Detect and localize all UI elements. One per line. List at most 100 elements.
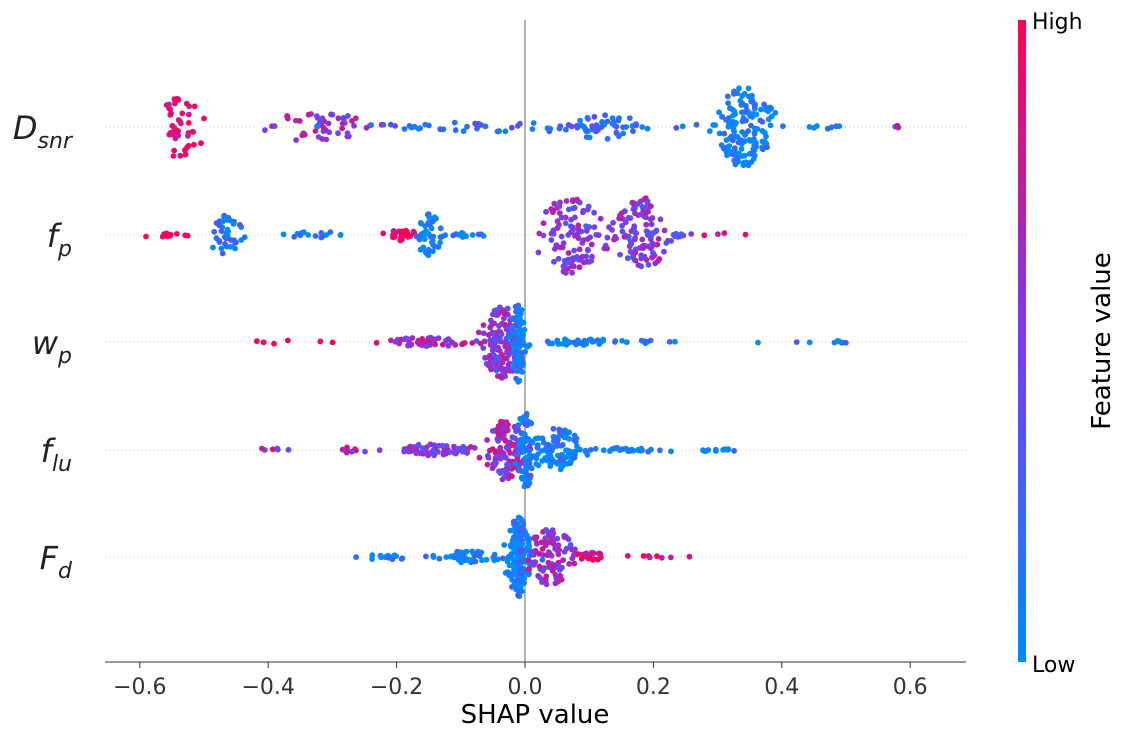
- shap-point-f_lu: [713, 448, 719, 454]
- shap-point-f_p: [327, 229, 334, 236]
- shap-point-f_p: [397, 236, 404, 243]
- x-tick-label: −0.4: [241, 675, 294, 700]
- shap-point-D_snr: [741, 90, 748, 97]
- shap-point-f_p: [619, 222, 625, 229]
- shap-point-f_lu: [499, 476, 506, 483]
- shap-point-f_p: [555, 255, 562, 262]
- shap-point-F_d: [515, 559, 522, 566]
- shap-point-f_lu: [519, 441, 526, 447]
- shap-point-F_d: [504, 558, 511, 565]
- shap-point-f_lu: [417, 450, 424, 457]
- shap-point-F_d: [646, 554, 653, 561]
- shap-point-f_p: [219, 250, 226, 257]
- shap-point-f_lu: [539, 457, 546, 464]
- shap-point-f_lu: [464, 450, 470, 456]
- shap-point-f_p: [380, 230, 387, 237]
- shap-point-f_p: [227, 237, 234, 243]
- shap-point-D_snr: [768, 113, 775, 120]
- shap-point-w_p: [501, 321, 508, 328]
- shap-point-f_lu: [600, 447, 607, 454]
- shap-point-f_p: [218, 228, 225, 235]
- shap-point-F_d: [490, 554, 497, 561]
- shap-point-F_d: [532, 548, 538, 554]
- shap-point-f_p: [565, 250, 572, 256]
- shap-point-f_p: [579, 253, 586, 260]
- shap-point-f_p: [560, 263, 567, 270]
- shap-point-w_p: [515, 378, 522, 384]
- shap-point-F_d: [561, 534, 568, 541]
- shap-point-F_d: [585, 555, 591, 561]
- shap-point-D_snr: [747, 138, 754, 144]
- shap-point-f_lu: [519, 436, 526, 443]
- shap-point-f_lu: [495, 431, 502, 438]
- shap-point-f_lu: [668, 448, 674, 455]
- shap-point-F_d: [369, 556, 375, 562]
- shap-point-F_d: [525, 571, 532, 578]
- shap-point-f_p: [420, 244, 427, 251]
- shap-point-w_p: [407, 342, 414, 349]
- shap-point-f_lu: [545, 453, 552, 460]
- shap-point-F_d: [597, 551, 604, 558]
- shap-point-f_p: [601, 245, 608, 252]
- shap-point-w_p: [588, 336, 594, 343]
- shap-point-F_d: [462, 554, 468, 561]
- shap-point-F_d: [472, 558, 479, 565]
- shap-point-f_lu: [498, 418, 504, 425]
- shap-point-w_p: [271, 340, 277, 347]
- shap-point-f_p: [631, 223, 638, 230]
- shap-point-f_lu: [559, 457, 566, 464]
- shap-point-f_p: [624, 255, 631, 262]
- shap-point-F_d: [518, 548, 524, 555]
- shap-point-F_d: [517, 587, 524, 594]
- shap-point-f_p: [390, 228, 397, 234]
- shap-point-w_p: [329, 339, 336, 346]
- shap-point-F_d: [499, 555, 506, 562]
- shap-point-f_p: [550, 207, 557, 214]
- shap-point-f_p: [425, 248, 432, 255]
- shap-point-f_lu: [274, 446, 281, 453]
- shap-point-f_p: [642, 195, 649, 202]
- shap-point-w_p: [487, 341, 494, 348]
- shap-point-f_lu: [534, 451, 541, 458]
- x-tick-label: 0.4: [764, 675, 799, 700]
- shap-point-D_snr: [184, 144, 191, 151]
- shap-point-f_p: [638, 252, 645, 259]
- shap-point-F_d: [353, 554, 359, 560]
- shap-point-D_snr: [613, 130, 620, 137]
- shap-point-D_snr: [738, 146, 745, 152]
- shap-point-D_snr: [758, 106, 764, 113]
- shap-point-f_lu: [497, 470, 504, 476]
- shap-point-F_d: [423, 553, 429, 560]
- shap-point-F_d: [542, 577, 549, 583]
- shap-point-f_lu: [494, 436, 501, 442]
- shap-point-f_p: [613, 235, 620, 242]
- shap-point-D_snr: [610, 119, 617, 126]
- shap-point-F_d: [571, 560, 578, 567]
- shap-point-D_snr: [745, 128, 751, 134]
- shap-point-w_p: [519, 369, 526, 375]
- beeswarm-points: [143, 85, 902, 600]
- feature-label-sub: lu: [52, 452, 72, 477]
- shap-point-w_p: [493, 367, 500, 374]
- shap-point-f_p: [305, 232, 312, 238]
- shap-point-f_p: [610, 219, 616, 226]
- shap-point-w_p: [516, 327, 523, 334]
- feature-label-main: D: [13, 109, 38, 147]
- shap-point-f_lu: [720, 447, 726, 453]
- shap-point-w_p: [834, 338, 841, 344]
- shap-point-f_p: [742, 231, 749, 238]
- shap-point-F_d: [517, 577, 524, 584]
- shap-point-f_lu: [587, 447, 594, 453]
- shap-point-w_p: [516, 317, 522, 323]
- shap-point-f_p: [653, 228, 659, 235]
- shap-point-f_p: [632, 205, 638, 212]
- shap-point-f_lu: [503, 454, 509, 461]
- shap-point-f_p: [312, 233, 319, 239]
- shap-point-f_p: [721, 230, 728, 237]
- shap-point-D_snr: [171, 147, 178, 154]
- shap-point-F_d: [385, 554, 392, 561]
- shap-point-D_snr: [167, 106, 174, 113]
- shap-point-f_p: [280, 231, 287, 238]
- shap-point-w_p: [513, 341, 520, 348]
- shap-point-w_p: [619, 337, 625, 344]
